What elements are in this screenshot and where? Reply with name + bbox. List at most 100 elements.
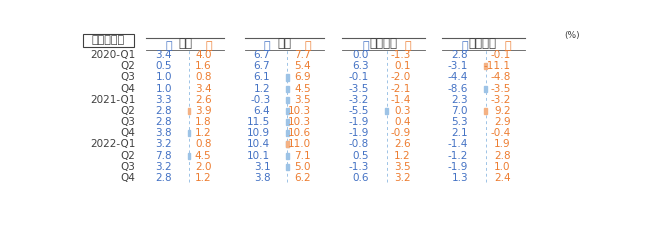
Text: 2.8: 2.8 bbox=[155, 173, 172, 183]
Text: 5.4: 5.4 bbox=[294, 61, 311, 71]
Text: 0.5: 0.5 bbox=[352, 151, 369, 161]
Text: -2.0: -2.0 bbox=[391, 73, 411, 82]
Text: 6.4: 6.4 bbox=[254, 106, 270, 116]
Text: 0.4: 0.4 bbox=[394, 117, 411, 127]
Text: -1.4: -1.4 bbox=[448, 140, 468, 149]
Text: 6.2: 6.2 bbox=[294, 173, 311, 183]
Text: -0.3: -0.3 bbox=[250, 95, 270, 105]
Text: アメリカ: アメリカ bbox=[469, 37, 497, 50]
Text: -4.4: -4.4 bbox=[448, 73, 468, 82]
Text: 1.0: 1.0 bbox=[155, 73, 172, 82]
Text: -3.1: -3.1 bbox=[448, 61, 468, 71]
Text: 1.3: 1.3 bbox=[451, 173, 468, 183]
Text: 男: 男 bbox=[362, 41, 369, 51]
Text: -1.9: -1.9 bbox=[348, 128, 369, 138]
Text: -8.6: -8.6 bbox=[448, 84, 468, 94]
Text: -2.1: -2.1 bbox=[390, 84, 411, 94]
Text: 2.8: 2.8 bbox=[155, 106, 172, 116]
Text: 2020-Q1: 2020-Q1 bbox=[90, 50, 135, 60]
Text: 3.2: 3.2 bbox=[155, 140, 172, 149]
Text: Q2: Q2 bbox=[121, 151, 135, 161]
Text: 10.4: 10.4 bbox=[247, 140, 270, 149]
Bar bbox=[385, 108, 388, 114]
Text: 3.4: 3.4 bbox=[155, 50, 172, 60]
Text: 3.4: 3.4 bbox=[195, 84, 211, 94]
Text: 10.3: 10.3 bbox=[287, 117, 311, 127]
Text: -1.9: -1.9 bbox=[348, 117, 369, 127]
Bar bbox=[188, 153, 190, 159]
Text: 医療・福祉: 医療・福祉 bbox=[92, 35, 125, 46]
Text: 女: 女 bbox=[404, 41, 411, 51]
Text: 5.3: 5.3 bbox=[451, 117, 468, 127]
Bar bbox=[484, 63, 487, 69]
Text: 女: 女 bbox=[205, 41, 212, 51]
Text: 2.3: 2.3 bbox=[451, 95, 468, 105]
Bar bbox=[286, 119, 289, 125]
Text: 0.8: 0.8 bbox=[195, 73, 211, 82]
Bar bbox=[286, 97, 289, 103]
Text: 10.3: 10.3 bbox=[287, 106, 311, 116]
Text: -11.1: -11.1 bbox=[484, 61, 511, 71]
Text: フランス: フランス bbox=[369, 37, 398, 50]
Text: 1.0: 1.0 bbox=[494, 162, 511, 172]
Text: 2.4: 2.4 bbox=[494, 173, 511, 183]
Text: -3.2: -3.2 bbox=[490, 95, 511, 105]
Text: Q3: Q3 bbox=[121, 117, 135, 127]
Text: -3.5: -3.5 bbox=[490, 84, 511, 94]
Text: 3.5: 3.5 bbox=[394, 162, 411, 172]
Text: 1.6: 1.6 bbox=[195, 61, 211, 71]
Text: 7.0: 7.0 bbox=[452, 106, 468, 116]
Text: 男: 男 bbox=[462, 41, 468, 51]
Text: 2022-Q1: 2022-Q1 bbox=[90, 140, 135, 149]
Text: 男: 男 bbox=[264, 41, 270, 51]
Text: (%): (%) bbox=[565, 31, 580, 40]
Text: -5.5: -5.5 bbox=[348, 106, 369, 116]
Text: -4.8: -4.8 bbox=[490, 73, 511, 82]
Text: 0.1: 0.1 bbox=[394, 61, 411, 71]
Text: -3.2: -3.2 bbox=[348, 95, 369, 105]
Text: 0.5: 0.5 bbox=[155, 61, 172, 71]
Text: Q4: Q4 bbox=[121, 128, 135, 138]
Text: -0.4: -0.4 bbox=[490, 128, 511, 138]
Text: Q2: Q2 bbox=[121, 61, 135, 71]
Text: 2.8: 2.8 bbox=[494, 151, 511, 161]
Text: 6.7: 6.7 bbox=[254, 50, 270, 60]
Text: -1.3: -1.3 bbox=[390, 50, 411, 60]
Text: 4.0: 4.0 bbox=[195, 50, 211, 60]
Text: 日本: 日本 bbox=[178, 37, 192, 50]
Text: 2.6: 2.6 bbox=[195, 95, 211, 105]
Text: 10.1: 10.1 bbox=[247, 151, 270, 161]
Bar bbox=[188, 108, 190, 114]
Text: -0.8: -0.8 bbox=[348, 140, 369, 149]
Text: 3.5: 3.5 bbox=[294, 95, 311, 105]
Text: -0.9: -0.9 bbox=[391, 128, 411, 138]
Text: 1.2: 1.2 bbox=[254, 84, 270, 94]
Text: 3.8: 3.8 bbox=[155, 128, 172, 138]
Text: -3.5: -3.5 bbox=[348, 84, 369, 94]
Text: Q3: Q3 bbox=[121, 73, 135, 82]
Text: 7.8: 7.8 bbox=[155, 151, 172, 161]
Text: 1.2: 1.2 bbox=[195, 128, 211, 138]
Text: Q3: Q3 bbox=[121, 162, 135, 172]
Bar bbox=[286, 164, 289, 170]
Text: 女: 女 bbox=[504, 41, 511, 51]
Text: 6.3: 6.3 bbox=[352, 61, 369, 71]
Text: 10.6: 10.6 bbox=[287, 128, 311, 138]
Text: 1.2: 1.2 bbox=[394, 151, 411, 161]
Text: 3.8: 3.8 bbox=[254, 173, 270, 183]
Text: 4.5: 4.5 bbox=[294, 84, 311, 94]
Text: 2.8: 2.8 bbox=[155, 117, 172, 127]
Bar bbox=[484, 86, 487, 92]
Text: Q4: Q4 bbox=[121, 173, 135, 183]
Text: 3.2: 3.2 bbox=[155, 162, 172, 172]
Text: 7.7: 7.7 bbox=[294, 50, 311, 60]
Text: -1.9: -1.9 bbox=[448, 162, 468, 172]
Text: -0.1: -0.1 bbox=[348, 73, 369, 82]
Text: 10.9: 10.9 bbox=[247, 128, 270, 138]
Text: 3.3: 3.3 bbox=[155, 95, 172, 105]
Text: -1.2: -1.2 bbox=[448, 151, 468, 161]
Text: 0.8: 0.8 bbox=[195, 140, 211, 149]
Text: 2.9: 2.9 bbox=[494, 117, 511, 127]
Text: 1.2: 1.2 bbox=[195, 173, 211, 183]
Text: -1.3: -1.3 bbox=[348, 162, 369, 172]
